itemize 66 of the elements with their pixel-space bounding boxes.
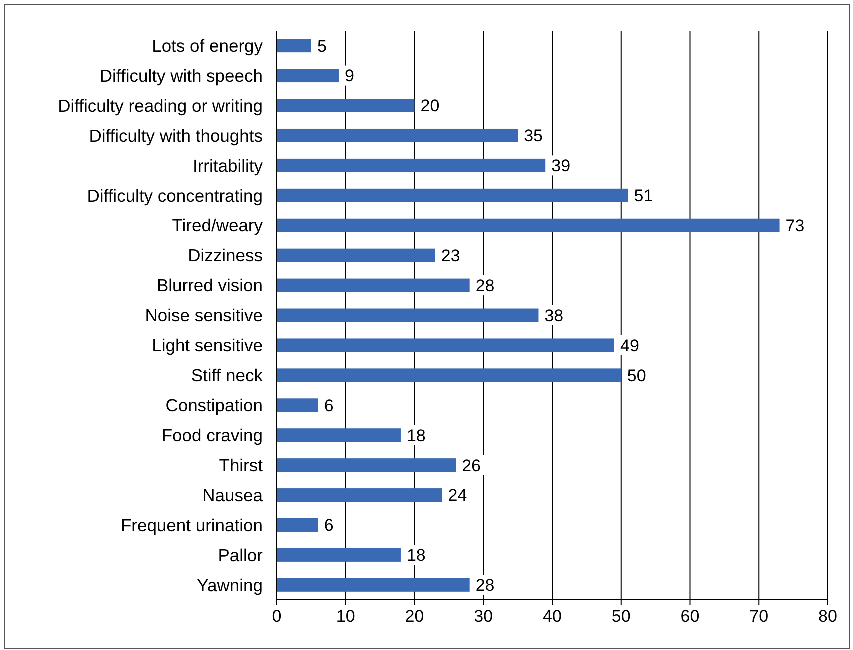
y-tick-label: Thirst bbox=[219, 455, 264, 476]
bar bbox=[277, 578, 470, 592]
y-tick-label: Lots of energy bbox=[152, 36, 264, 56]
bar bbox=[277, 39, 312, 53]
x-tick-label: 0 bbox=[272, 607, 282, 626]
data-label: 20 bbox=[420, 96, 440, 116]
data-label: 23 bbox=[441, 246, 460, 266]
y-tick-label: Difficulty with speech bbox=[100, 66, 263, 86]
data-label: 49 bbox=[620, 336, 640, 356]
bar bbox=[277, 218, 780, 232]
data-label: 35 bbox=[524, 126, 543, 146]
y-tick-label: Dizziness bbox=[188, 246, 264, 266]
bar bbox=[277, 368, 622, 382]
x-tick-label: 80 bbox=[818, 607, 838, 626]
y-tick-label: Nausea bbox=[202, 485, 264, 506]
data-label: 28 bbox=[476, 276, 495, 296]
x-tick-label: 10 bbox=[336, 607, 356, 626]
data-label: 39 bbox=[552, 156, 571, 176]
data-label: 51 bbox=[634, 186, 654, 206]
bar bbox=[277, 488, 442, 502]
y-tick-label: Food craving bbox=[162, 425, 263, 446]
data-label: 26 bbox=[462, 456, 481, 476]
bar bbox=[277, 398, 318, 412]
x-tick-label: 60 bbox=[680, 607, 700, 626]
bar bbox=[277, 278, 470, 292]
y-tick-label: Noise sensitive bbox=[145, 306, 263, 326]
data-label: 18 bbox=[406, 426, 426, 446]
data-label: 5 bbox=[317, 36, 327, 56]
bar bbox=[277, 428, 401, 442]
data-label: 24 bbox=[448, 486, 468, 506]
y-tick-label: Frequent urination bbox=[120, 515, 263, 536]
data-label: 18 bbox=[406, 546, 426, 566]
bar bbox=[277, 69, 339, 83]
y-tick-label: Constipation bbox=[166, 396, 263, 416]
y-tick-label: Light sensitive bbox=[152, 336, 263, 356]
y-tick-label: Difficulty concentrating bbox=[87, 186, 263, 206]
bar bbox=[277, 248, 436, 262]
data-label: 9 bbox=[344, 66, 354, 86]
y-tick-label: Pallor bbox=[218, 545, 264, 566]
x-tick-label: 20 bbox=[405, 607, 424, 626]
bar bbox=[277, 338, 614, 352]
x-tick-label: 40 bbox=[543, 607, 562, 626]
bar bbox=[277, 518, 318, 532]
bar bbox=[277, 158, 546, 172]
data-label: 6 bbox=[324, 516, 334, 536]
bar bbox=[277, 128, 518, 142]
data-label: 38 bbox=[544, 306, 564, 326]
data-label: 6 bbox=[324, 396, 334, 416]
data-label: 50 bbox=[627, 366, 646, 386]
bar bbox=[277, 188, 628, 202]
y-tick-label: Stiff neck bbox=[191, 366, 264, 386]
y-tick-label: Irritability bbox=[192, 156, 264, 176]
x-tick-label: 70 bbox=[750, 607, 769, 626]
bar bbox=[277, 308, 539, 322]
y-tick-label: Difficulty reading or writing bbox=[58, 96, 263, 116]
x-tick-label: 50 bbox=[612, 607, 631, 626]
bar bbox=[277, 548, 401, 562]
y-tick-label: Tired/weary bbox=[172, 216, 264, 236]
bar bbox=[277, 99, 415, 112]
x-tick-label: 30 bbox=[474, 607, 494, 626]
y-tick-label: Blurred vision bbox=[156, 276, 263, 296]
data-label: 73 bbox=[786, 216, 805, 236]
y-tick-label: Yawning bbox=[197, 575, 263, 596]
data-label: 28 bbox=[476, 576, 495, 596]
bar bbox=[277, 458, 456, 472]
y-tick-label: Difficulty with thoughts bbox=[89, 126, 264, 146]
